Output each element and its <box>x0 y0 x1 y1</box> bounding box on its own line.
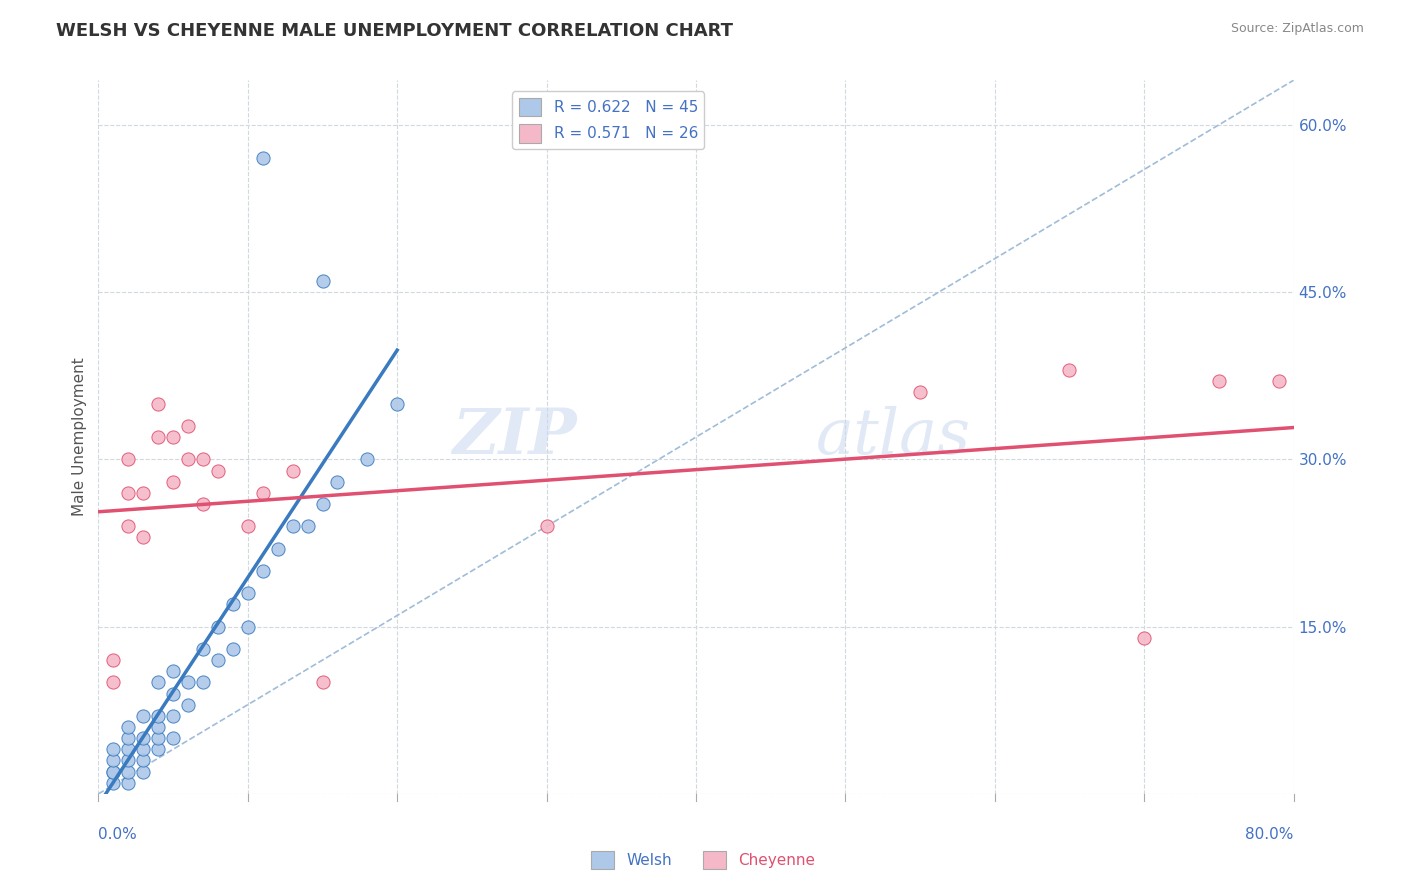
Text: Source: ZipAtlas.com: Source: ZipAtlas.com <box>1230 22 1364 36</box>
Point <box>222 598 245 612</box>
Text: 80.0%: 80.0% <box>1246 827 1294 841</box>
Point <box>103 675 125 690</box>
Legend: Welsh, Cheyenne: Welsh, Cheyenne <box>585 845 821 875</box>
Point <box>236 619 259 633</box>
Point <box>132 530 155 544</box>
Point <box>103 653 125 667</box>
Point <box>148 731 170 746</box>
Point <box>162 664 184 678</box>
Point <box>103 764 125 779</box>
Point <box>148 708 170 723</box>
Point <box>1133 631 1156 645</box>
Legend: R = 0.622   N = 45, R = 0.571   N = 26: R = 0.622 N = 45, R = 0.571 N = 26 <box>512 92 704 149</box>
Point <box>117 753 139 767</box>
Point <box>1208 375 1230 389</box>
Point <box>132 742 155 756</box>
Point <box>103 764 125 779</box>
Point <box>148 396 170 410</box>
Point <box>117 452 139 467</box>
Point <box>117 519 139 533</box>
Point <box>281 464 304 478</box>
Text: WELSH VS CHEYENNE MALE UNEMPLOYMENT CORRELATION CHART: WELSH VS CHEYENNE MALE UNEMPLOYMENT CORR… <box>56 22 734 40</box>
Point <box>177 675 200 690</box>
Point <box>162 731 184 746</box>
Text: ZIP: ZIP <box>451 407 576 467</box>
Point <box>207 619 229 633</box>
Point <box>207 653 229 667</box>
Y-axis label: Male Unemployment: Male Unemployment <box>72 358 87 516</box>
Point <box>117 742 139 756</box>
Point <box>162 430 184 444</box>
Point <box>132 731 155 746</box>
Point <box>311 497 333 511</box>
Point <box>311 274 333 288</box>
Point <box>162 708 184 723</box>
Text: atlas: atlas <box>815 406 970 468</box>
Point <box>191 452 214 467</box>
Point <box>252 152 274 166</box>
Point <box>1059 363 1081 377</box>
Point <box>148 675 170 690</box>
Point <box>281 519 304 533</box>
Point <box>162 687 184 701</box>
Point <box>536 519 558 533</box>
Point <box>132 764 155 779</box>
Point <box>177 452 200 467</box>
Point <box>177 698 200 712</box>
Point <box>191 642 214 657</box>
Point <box>162 475 184 489</box>
Point <box>177 418 200 433</box>
Point <box>191 497 214 511</box>
Point <box>117 764 139 779</box>
Point <box>236 586 259 600</box>
Point <box>252 564 274 578</box>
Point <box>908 385 931 400</box>
Point <box>103 742 125 756</box>
Point <box>356 452 378 467</box>
Point <box>132 485 155 500</box>
Point <box>103 753 125 767</box>
Point <box>117 720 139 734</box>
Point <box>297 519 319 533</box>
Text: 0.0%: 0.0% <box>98 827 138 841</box>
Point <box>148 430 170 444</box>
Point <box>117 731 139 746</box>
Point <box>207 464 229 478</box>
Point <box>191 675 214 690</box>
Point <box>222 642 245 657</box>
Point <box>148 720 170 734</box>
Point <box>103 775 125 790</box>
Point <box>311 675 333 690</box>
Point <box>132 753 155 767</box>
Point <box>117 775 139 790</box>
Point <box>326 475 349 489</box>
Point <box>267 541 290 556</box>
Point <box>132 708 155 723</box>
Point <box>385 396 409 410</box>
Point <box>236 519 259 533</box>
Point <box>1267 375 1289 389</box>
Point <box>117 485 139 500</box>
Point <box>148 742 170 756</box>
Point <box>252 485 274 500</box>
